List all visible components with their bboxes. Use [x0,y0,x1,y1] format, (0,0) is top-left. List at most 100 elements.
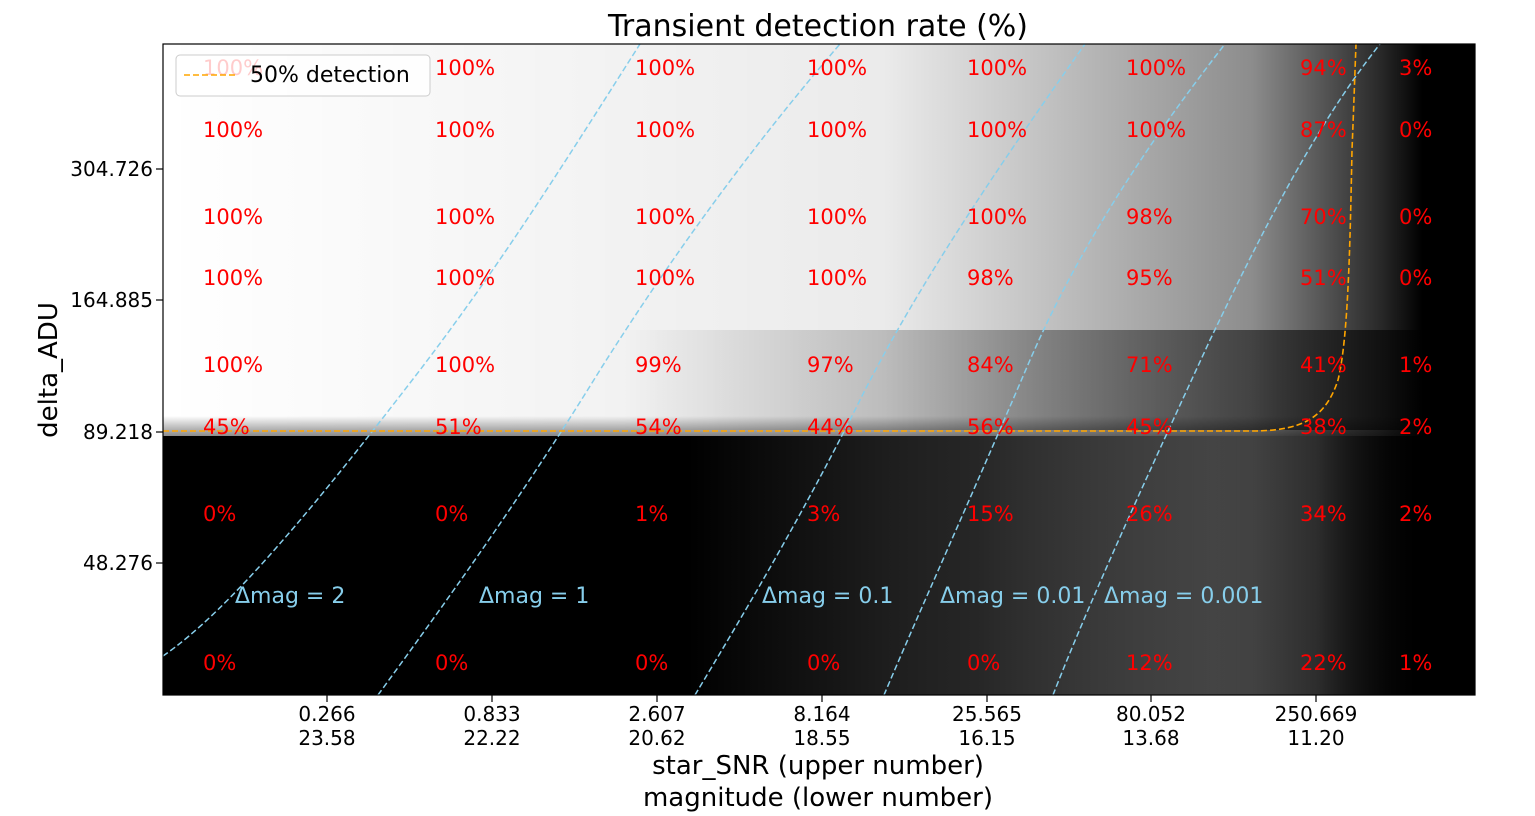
cell-label: 100% [635,266,695,290]
cell-label: 95% [1126,266,1173,290]
cell-label: 1% [1399,353,1432,377]
cell-labels: 100% 100% 100% 100% 100% 100% 94% 3% 100% 100% 100… [203,56,1432,675]
cell-label: 100% [203,266,263,290]
x-tick-label-snr: 25.565 [952,702,1022,726]
cell-label: 3% [807,502,840,526]
cell-label: 100% [1126,118,1186,142]
contour-label: Δmag = 0.001 [1104,584,1263,609]
cell-label: 100% [1126,56,1186,80]
cell-label: 0% [807,651,840,675]
x-tick-label-mag: 18.55 [793,726,850,750]
cell-label: 100% [435,56,495,80]
cell-label: 51% [435,415,482,439]
plot-frame [162,43,1476,696]
x-tick-label-snr: 80.052 [1116,702,1186,726]
cell-label: 100% [635,205,695,229]
cell-label: 100% [203,205,263,229]
y-axis-ticks: 304.726 164.885 89.218 48.276 [70,157,163,575]
cell-label: 34% [1300,502,1347,526]
cell-label: 98% [1126,205,1173,229]
contour-label: Δmag = 1 [479,584,589,609]
cell-label: 44% [807,415,854,439]
contour-line [1052,44,1381,695]
cell-label: 100% [967,118,1027,142]
cell-label: 100% [635,56,695,80]
cell-label: 54% [635,415,682,439]
legend: 50% detection [175,54,431,97]
cell-label: 1% [1399,651,1432,675]
cell-label: 71% [1126,353,1173,377]
cell-label: 0% [1399,205,1432,229]
cell-label: 0% [435,651,468,675]
cell-label: 22% [1300,651,1347,675]
cell-label: 15% [967,502,1014,526]
cell-label: 100% [807,56,867,80]
cell-label: 51% [1300,266,1347,290]
heatmap [163,44,1475,695]
x-tick-label-mag: 20.62 [628,726,685,750]
cell-label: 100% [967,205,1027,229]
cell-label: 1% [635,502,668,526]
heatmap-dark-region [163,436,1475,695]
contour-line [883,44,1226,695]
cell-label: 100% [967,56,1027,80]
x-tick-label-snr: 250.669 [1275,702,1358,726]
cell-label: 0% [203,651,236,675]
legend-threshold-label: 50% detection [250,63,410,88]
cell-label: 3% [1399,56,1432,80]
x-tick-label-mag: 16.15 [958,726,1015,750]
cell-label: 94% [1300,56,1347,80]
cell-label: 100% [435,353,495,377]
x-tick-label-snr: 2.607 [628,702,685,726]
cell-label: 41% [1300,353,1347,377]
cell-label: 0% [203,502,236,526]
threshold-curve [163,44,1357,432]
cell-label: 97% [807,353,854,377]
cell-label: 2% [1399,502,1432,526]
cell-label: 100% [807,118,867,142]
cell-label: 100% [807,266,867,290]
cell-label: 0% [967,651,1000,675]
x-tick-label-mag: 23.58 [298,726,355,750]
contour-line [694,44,1086,695]
x-tick-label-mag: 11.20 [1287,726,1344,750]
contour-line [377,44,841,695]
x-tick-label-mag: 13.68 [1122,726,1179,750]
y-tick-label: 89.218 [83,420,153,444]
x-tick-label-snr: 0.833 [463,702,520,726]
cell-label: 87% [1300,118,1347,142]
chart-title: Transient detection rate (%) [607,9,1028,44]
threshold-curve-group [163,44,1357,432]
cell-label: 45% [203,415,250,439]
cell-label: 70% [1300,205,1347,229]
x-axis-label-upper: star_SNR (upper number) [652,751,984,781]
delta-mag-contours [163,44,1381,695]
cell-label: 56% [967,415,1014,439]
cell-label: 0% [635,651,668,675]
contour-label: Δmag = 2 [235,584,345,609]
y-tick-label: 164.885 [70,288,153,312]
cell-label: 0% [1399,266,1432,290]
cell-label: 26% [1126,502,1173,526]
cell-label: 12% [1126,651,1173,675]
contour-labels: Δmag = 2 Δmag = 1 Δmag = 0.1 Δmag = 0.01 Δma… [235,584,1263,609]
cell-label: 99% [635,353,682,377]
y-tick-label: 48.276 [83,551,153,575]
x-axis-label-lower: magnitude (lower number) [643,783,993,813]
y-axis-label: delta_ADU [34,302,64,438]
cell-label: 100% [435,118,495,142]
cell-label: 0% [1399,118,1432,142]
contour-label: Δmag = 0.1 [762,584,893,609]
x-tick-label-snr: 8.164 [793,702,850,726]
contour-line [163,44,641,657]
x-tick-label-snr: 0.266 [298,702,355,726]
legend-box [175,54,431,97]
cell-label: 38% [1300,415,1347,439]
cell-label: 100% [435,266,495,290]
cell-label: 100% [807,205,867,229]
x-tick-label-mag: 22.22 [463,726,520,750]
cell-label: 100% [435,205,495,229]
contour-label: Δmag = 0.01 [940,584,1085,609]
cell-label: 100% [203,118,263,142]
